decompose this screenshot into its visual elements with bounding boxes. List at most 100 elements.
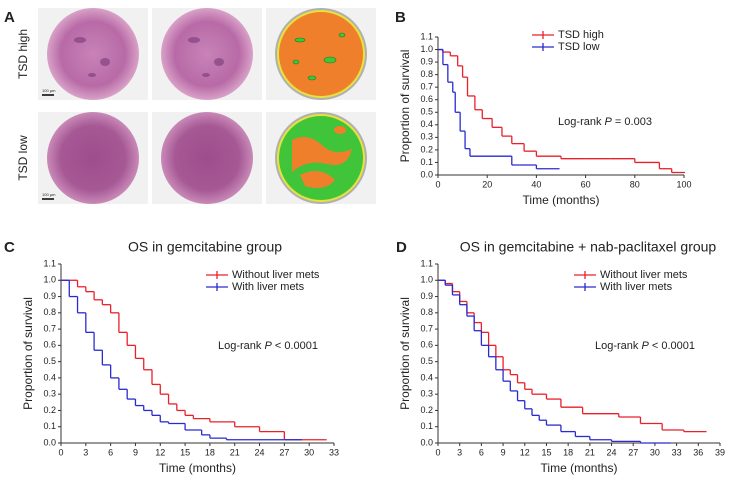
y-tick-label: 0.8 bbox=[420, 307, 433, 317]
x-tick-label: 12 bbox=[520, 447, 530, 457]
y-tick-label: 1.0 bbox=[420, 275, 433, 285]
x-tick-label: 3 bbox=[83, 447, 88, 457]
y-tick-label: 0.3 bbox=[43, 389, 56, 399]
annotation-suffix: = 0.003 bbox=[612, 116, 652, 128]
segmentation-texture bbox=[292, 126, 352, 188]
y-tick-label: 0.9 bbox=[420, 56, 433, 66]
y-tick-label: 0.1 bbox=[43, 421, 56, 431]
x-tick-label: 20 bbox=[482, 179, 492, 189]
y-tick-label: 0.4 bbox=[420, 372, 433, 382]
x-tick-label: 9 bbox=[501, 447, 506, 457]
y-tick-label: 0.6 bbox=[420, 340, 433, 350]
tissue-core bbox=[161, 8, 253, 100]
x-tick-label: 15 bbox=[541, 447, 551, 457]
annotation-suffix: < 0.0001 bbox=[649, 340, 695, 352]
x-tick-label: 0 bbox=[58, 447, 63, 457]
scale-bar-label: 100 µm bbox=[42, 192, 56, 197]
y-tick-label: 0.5 bbox=[420, 356, 433, 366]
x-tick-label: 27 bbox=[279, 447, 289, 457]
x-tick-label: 30 bbox=[304, 447, 314, 457]
annotation: Log-rank P < 0.0001 bbox=[218, 340, 318, 352]
x-tick-label: 60 bbox=[581, 179, 591, 189]
x-tick-label: 33 bbox=[672, 447, 682, 457]
x-tick-label: 9 bbox=[133, 447, 138, 457]
y-axis-label: Proportion of survival bbox=[398, 50, 412, 163]
y-axis-label: Proportion of survival bbox=[21, 297, 35, 410]
y-tick-label: 0.7 bbox=[43, 323, 56, 333]
chart-title: OS in gemcitabine + nab-paclitaxel group bbox=[460, 239, 717, 255]
scale-bar-label: 100 µm bbox=[42, 88, 56, 93]
x-tick-label: 18 bbox=[205, 447, 215, 457]
panel-label: A bbox=[4, 9, 15, 26]
x-axis-label: Time (months) bbox=[523, 193, 600, 207]
annotation-stat: P bbox=[605, 116, 613, 128]
segmentation-core bbox=[277, 10, 365, 98]
y-axis-label: Proportion of survival bbox=[398, 297, 412, 410]
y-tick-label: 0.3 bbox=[420, 389, 433, 399]
panel-label: B bbox=[395, 9, 406, 26]
x-axis-label: Time (months) bbox=[541, 461, 618, 475]
x-axis-label: Time (months) bbox=[159, 461, 236, 475]
annotation-prefix: Log-rank bbox=[218, 340, 264, 352]
y-tick-label: 0.3 bbox=[420, 132, 433, 142]
y-tick-label: 0.5 bbox=[420, 107, 433, 117]
legend-label: Without liver mets bbox=[600, 269, 688, 281]
legend-label: Without liver mets bbox=[232, 269, 320, 281]
panel-label: C bbox=[4, 239, 15, 256]
segmentation-texture bbox=[292, 32, 346, 81]
chart-title: OS in gemcitabine group bbox=[128, 239, 282, 255]
tissue-core bbox=[47, 112, 139, 204]
x-tick-label: 3 bbox=[457, 447, 462, 457]
y-tick-label: 0.6 bbox=[43, 340, 56, 350]
x-tick-label: 33 bbox=[329, 447, 339, 457]
x-tick-label: 80 bbox=[630, 179, 640, 189]
x-tick-label: 36 bbox=[693, 447, 703, 457]
y-tick-label: 0.7 bbox=[420, 323, 433, 333]
panel-a: A TSD high TSD low 100 µm 100 µm bbox=[4, 8, 376, 204]
y-tick-label: 0.1 bbox=[420, 421, 433, 431]
y-tick-label: 0.9 bbox=[43, 291, 56, 301]
x-tick-label: 39 bbox=[715, 447, 725, 457]
y-tick-label: 0.9 bbox=[420, 291, 433, 301]
annotation-stat: P bbox=[264, 340, 272, 352]
y-tick-label: 0.0 bbox=[420, 169, 433, 179]
legend-label: With liver mets bbox=[232, 281, 305, 293]
y-tick-label: 1.1 bbox=[420, 258, 433, 268]
row-label: TSD high bbox=[16, 29, 30, 79]
x-tick-label: 40 bbox=[531, 179, 541, 189]
x-tick-label: 21 bbox=[230, 447, 240, 457]
x-tick-label: 21 bbox=[585, 447, 595, 457]
y-tick-label: 0.8 bbox=[43, 307, 56, 317]
x-tick-label: 24 bbox=[255, 447, 265, 457]
panel-label: D bbox=[396, 239, 407, 256]
x-tick-label: 0 bbox=[435, 447, 440, 457]
y-tick-label: 0.7 bbox=[420, 82, 433, 92]
y-tick-label: 0.6 bbox=[420, 94, 433, 104]
x-tick-label: 15 bbox=[180, 447, 190, 457]
legend-label: TSD high bbox=[558, 29, 604, 41]
x-tick-label: 6 bbox=[479, 447, 484, 457]
y-tick-label: 0.2 bbox=[420, 144, 433, 154]
y-tick-label: 0.0 bbox=[43, 437, 56, 447]
y-tick-label: 0.2 bbox=[43, 405, 56, 415]
x-tick-label: 27 bbox=[628, 447, 638, 457]
tissue-core bbox=[161, 112, 253, 204]
x-tick-label: 6 bbox=[108, 447, 113, 457]
y-tick-label: 0.4 bbox=[420, 119, 433, 129]
y-tick-label: 0.0 bbox=[420, 437, 433, 447]
x-tick-label: 24 bbox=[607, 447, 617, 457]
legend-label: TSD low bbox=[558, 41, 600, 53]
annotation-prefix: Log-rank bbox=[595, 340, 641, 352]
annotation-prefix: Log-rank bbox=[558, 116, 604, 128]
annotation-stat: P bbox=[641, 340, 649, 352]
y-tick-label: 1.0 bbox=[420, 44, 433, 54]
x-tick-label: 0 bbox=[435, 179, 440, 189]
x-tick-label: 100 bbox=[676, 179, 691, 189]
y-tick-label: 0.8 bbox=[420, 69, 433, 79]
y-tick-label: 0.1 bbox=[420, 157, 433, 167]
y-tick-label: 1.1 bbox=[420, 31, 433, 41]
x-tick-label: 18 bbox=[563, 447, 573, 457]
y-tick-label: 1.0 bbox=[43, 275, 56, 285]
annotation: Log-rank P = 0.003 bbox=[558, 116, 652, 128]
